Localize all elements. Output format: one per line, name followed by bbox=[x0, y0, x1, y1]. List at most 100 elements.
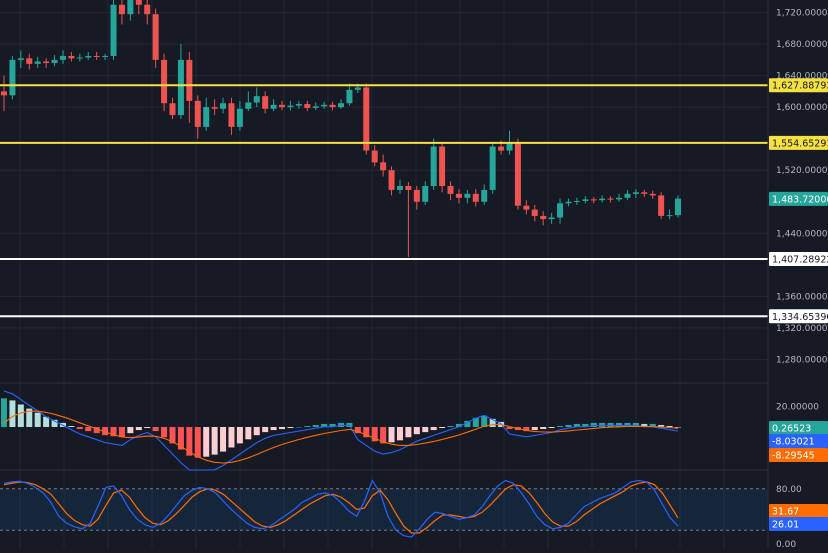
macd-value-tag-bg bbox=[769, 434, 828, 448]
macd-histogram-bar bbox=[481, 415, 488, 428]
macd-histogram-bar bbox=[127, 427, 134, 434]
price-axis[interactable]: 1,720.00000 1,680.00000 1,640.00000 1,600.0… bbox=[767, 0, 828, 550]
candle-body bbox=[396, 185, 403, 190]
macd-histogram-bar bbox=[363, 427, 370, 438]
macd-histogram-bar bbox=[253, 427, 260, 436]
macd-histogram-bar bbox=[675, 427, 681, 428]
candle-body bbox=[514, 142, 521, 206]
macd-histogram-bar bbox=[523, 427, 530, 432]
candle-body bbox=[430, 146, 437, 186]
macd-histogram-bar bbox=[161, 427, 168, 438]
macd-histogram-bar bbox=[102, 427, 109, 436]
stochastic-pane[interactable] bbox=[0, 479, 768, 538]
macd-pane[interactable] bbox=[1, 390, 681, 471]
candle-body bbox=[506, 142, 513, 151]
candle-body bbox=[363, 87, 370, 151]
macd-histogram-bar bbox=[413, 427, 420, 435]
macd-histogram-bar bbox=[472, 417, 479, 428]
macd-histogram-bar bbox=[405, 427, 412, 438]
macd-histogram-bar bbox=[152, 427, 159, 432]
candle-body bbox=[17, 58, 24, 60]
candle-body bbox=[34, 61, 41, 64]
candle-body bbox=[169, 103, 176, 116]
candle-body bbox=[422, 185, 429, 202]
macd-histogram-bar bbox=[565, 424, 572, 428]
candle-body bbox=[127, 0, 134, 15]
candle-body bbox=[371, 150, 378, 163]
macd-line bbox=[3, 390, 679, 471]
macd-histogram-bar bbox=[287, 427, 294, 429]
last-price-tag: 1,483.72000 bbox=[769, 191, 828, 206]
candle-body bbox=[472, 193, 479, 202]
macd-histogram-bar bbox=[51, 419, 58, 428]
macd-histogram-bar bbox=[430, 427, 437, 431]
candle-body bbox=[220, 103, 227, 109]
candle-body bbox=[228, 103, 235, 127]
candle-body bbox=[632, 192, 639, 194]
candle-body bbox=[135, 0, 142, 5]
price-tick-label: 1,600.00000 bbox=[776, 103, 828, 113]
candle-body bbox=[498, 146, 505, 151]
macd-histogram-bar bbox=[169, 427, 176, 444]
candle-body bbox=[666, 215, 673, 217]
candle-body bbox=[102, 55, 109, 57]
macd-histogram-bar bbox=[34, 412, 41, 428]
level-price-tag-text: 1,334.65390 bbox=[772, 312, 828, 323]
candle-body bbox=[76, 57, 83, 59]
macd-histogram-bar bbox=[658, 424, 665, 428]
price-tick-label: 1,720.00000 bbox=[776, 9, 828, 19]
macd-histogram-bar bbox=[26, 408, 33, 428]
macd-histogram-bar bbox=[380, 427, 387, 444]
candle-body bbox=[582, 199, 589, 201]
candle-body bbox=[405, 185, 412, 190]
candle-body bbox=[245, 102, 252, 109]
candle-body bbox=[548, 217, 555, 220]
macd-value-tag: 0.26523 bbox=[769, 421, 828, 435]
macd-histogram-bar bbox=[464, 420, 471, 428]
candle-body bbox=[346, 89, 353, 104]
macd-histogram-bar bbox=[118, 427, 125, 438]
macd-histogram-bar bbox=[135, 427, 142, 431]
candle-body bbox=[295, 104, 302, 106]
candle-body bbox=[464, 193, 471, 198]
candle-body bbox=[354, 87, 361, 90]
stochastic-tick-label: 80.00 bbox=[776, 485, 802, 495]
macd-histogram-bar bbox=[573, 423, 580, 428]
candle-body bbox=[641, 192, 648, 194]
price-tick-label: 1,320.00000 bbox=[776, 324, 828, 334]
candle-body bbox=[455, 193, 462, 198]
stochastic-value-tag-bg bbox=[769, 517, 828, 531]
macd-histogram-bar bbox=[194, 427, 201, 458]
macd-histogram-bar bbox=[582, 423, 589, 428]
candle-body bbox=[380, 162, 387, 171]
price-tick-label: 1,640.00000 bbox=[776, 72, 828, 82]
macd-signal-line bbox=[3, 410, 679, 464]
macd-histogram-bar bbox=[439, 427, 446, 429]
macd-histogram-bar bbox=[68, 425, 75, 428]
candle-body bbox=[152, 14, 159, 60]
macd-histogram-bar bbox=[641, 423, 648, 428]
candle-body bbox=[203, 107, 210, 127]
candle-body bbox=[523, 205, 530, 210]
macd-histogram-bar bbox=[354, 427, 361, 434]
price-pane[interactable] bbox=[0, 0, 768, 318]
candle-body bbox=[304, 104, 311, 108]
stochastic-value-tag-bg bbox=[769, 504, 828, 518]
price-tick-label: 1,280.00000 bbox=[776, 355, 828, 365]
candle-body bbox=[144, 4, 151, 15]
candle-body bbox=[211, 107, 218, 109]
stochastic-k-line bbox=[3, 479, 679, 538]
candle-body bbox=[599, 198, 606, 201]
candle-body bbox=[388, 170, 395, 190]
candle-body bbox=[43, 61, 50, 64]
level-price-tag-bg bbox=[769, 309, 828, 324]
macd-histogram-bar bbox=[9, 400, 16, 428]
macd-histogram-bar bbox=[43, 416, 50, 428]
macd-value-tag: -8.03021 bbox=[769, 434, 828, 448]
candle-body bbox=[531, 209, 538, 216]
candle-body bbox=[9, 59, 16, 96]
candle-body bbox=[194, 100, 201, 127]
candle-body bbox=[447, 185, 454, 194]
